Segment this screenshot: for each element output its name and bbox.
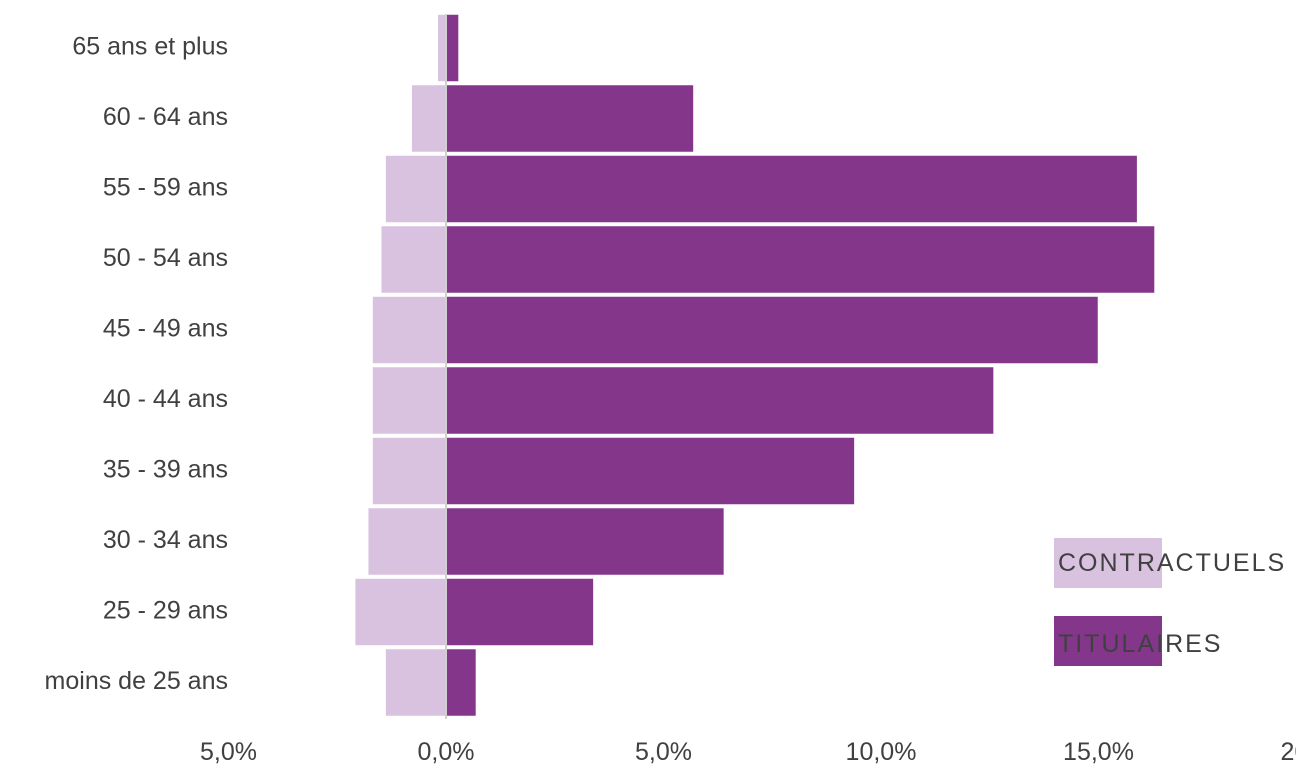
category-label: 60 - 64 ans [103, 103, 228, 131]
category-label: moins de 25 ans [45, 667, 228, 695]
bar-contractuels-30-34-ans [366, 506, 447, 577]
bar-titulaires-40-44-ans [445, 365, 995, 436]
bar-titulaires-35-39-ans [445, 436, 856, 506]
bar-contractuels-60-64-ans [410, 83, 447, 154]
category-label: 40 - 44 ans [103, 385, 228, 413]
bar-contractuels-45-49-ans [371, 295, 447, 365]
bar-titulaires-30-34-ans [445, 506, 726, 577]
x-tick-label: 5,0% [635, 738, 692, 766]
bar-titulaires-moins-de-25-ans [445, 647, 478, 718]
category-labels: 65 ans et plus 60 - 64 ans 55 - 59 ans 50 -… [45, 33, 228, 696]
x-tick-label: 10,0% [846, 738, 917, 766]
legend-swatch-contractuels [1054, 538, 1162, 588]
bar-contractuels-25-29-ans [353, 577, 447, 647]
legend-label-contractuels: CONTRACTUELS [1058, 549, 1286, 577]
bar-contractuels-35-39-ans [371, 436, 447, 506]
bar-contractuels-moins-de-25-ans [384, 647, 447, 718]
category-label: 55 - 59 ans [103, 174, 228, 202]
x-tick-label: 0,0% [418, 738, 475, 766]
bar-titulaires-55-59-ans [445, 154, 1139, 224]
category-label: 35 - 39 ans [103, 456, 228, 484]
bar-contractuels-65-ans-et-plus [436, 13, 447, 83]
bar-titulaires-50-54-ans [445, 224, 1156, 295]
category-label: 25 - 29 ans [103, 597, 228, 625]
legend-label-titulaires: TITULAIRES [1058, 630, 1222, 658]
category-label: 50 - 54 ans [103, 244, 228, 272]
x-tick-label: 15,0% [1063, 738, 1134, 766]
bar-titulaires-65-ans-et-plus [445, 13, 460, 83]
category-label: 45 - 49 ans [103, 315, 228, 343]
x-tick-label: 5,0% [200, 738, 257, 766]
x-tick-label: 20,0% [1281, 738, 1296, 766]
legend: CONTRACTUELS TITULAIRES [1054, 538, 1286, 666]
category-label: 65 ans et plus [72, 33, 228, 61]
bar-titulaires-60-64-ans [445, 83, 695, 154]
bar-titulaires-25-29-ans [445, 577, 595, 647]
bar-contractuels-50-54-ans [380, 224, 447, 295]
legend-swatch-titulaires [1054, 616, 1162, 666]
bars-group [353, 13, 1156, 718]
category-label: 30 - 34 ans [103, 526, 228, 554]
bar-contractuels-40-44-ans [371, 365, 447, 436]
bar-contractuels-55-59-ans [384, 154, 447, 224]
x-axis-tick-labels: 5,0% 0,0% 5,0% 10,0% 15,0% 20,0% [200, 738, 1296, 766]
bar-titulaires-45-49-ans [445, 295, 1100, 365]
